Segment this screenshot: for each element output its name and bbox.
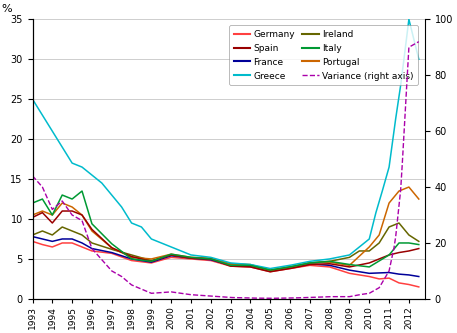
Text: %: % xyxy=(1,4,12,14)
Legend: Germany, Spain, France, Greece, Ireland, Italy, Portugal, Variance (right axis): Germany, Spain, France, Greece, Ireland,… xyxy=(229,25,418,85)
